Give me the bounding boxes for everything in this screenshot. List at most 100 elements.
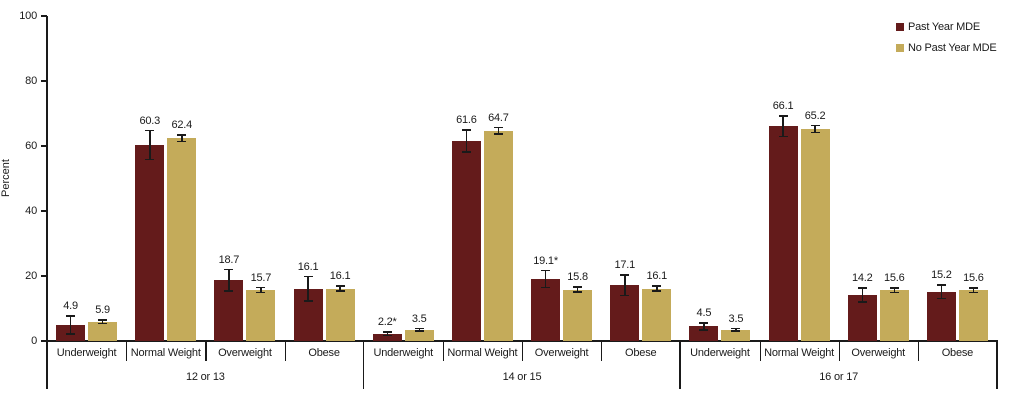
- bar-value-label: 61.6: [456, 114, 477, 127]
- error-bar-cap-top: [256, 286, 266, 289]
- bar: [88, 321, 118, 341]
- error-bar-cap-top: [177, 134, 187, 136]
- bar-value-label: 14.2: [851, 272, 873, 285]
- error-bar: [497, 126, 500, 135]
- category-tick: [522, 341, 524, 361]
- error-bar: [307, 275, 309, 302]
- error-bar: [149, 129, 151, 161]
- error-bar-cap-bottom: [778, 135, 788, 138]
- bar: [879, 290, 909, 341]
- category-label: Normal Weight: [130, 347, 201, 359]
- error-bar: [940, 284, 943, 300]
- bar-value-label: 60.3: [139, 114, 161, 127]
- category-tick: [917, 341, 920, 361]
- bar-value-label: 2.2*: [377, 316, 397, 329]
- bar-value-label: 15.7: [250, 271, 272, 284]
- bar: [325, 288, 355, 341]
- error-bar: [69, 315, 72, 335]
- category-label: Underweight: [690, 347, 750, 359]
- error-bar-cap-top: [620, 274, 630, 276]
- legend-label-past-year-mde: Past Year MDE: [908, 21, 980, 33]
- group-separator: [679, 341, 681, 389]
- bar-value-label: 4.9: [63, 300, 78, 313]
- y-tick-label: 40: [25, 205, 37, 217]
- y-tick: [41, 275, 47, 277]
- bar: [404, 329, 434, 341]
- error-bar: [861, 287, 863, 303]
- bar-value-label: 15.6: [883, 272, 905, 285]
- error-bar: [576, 286, 579, 293]
- category-tick: [442, 341, 445, 361]
- bar-value-label: 18.7: [218, 253, 240, 266]
- category-label: Normal Weight: [764, 347, 835, 359]
- bar-value-label: 15.2: [931, 269, 952, 282]
- bar: [768, 126, 798, 341]
- category-label: Overweight: [851, 347, 906, 359]
- bar: [531, 278, 561, 341]
- error-bar-cap-top: [731, 327, 741, 330]
- error-bar-cap-bottom: [335, 290, 345, 292]
- bar: [372, 333, 402, 341]
- category-label: Obese: [625, 347, 657, 359]
- error-bar-cap-top: [810, 124, 820, 127]
- category-label: Underweight: [56, 347, 117, 359]
- bar-value-label: 66.1: [772, 100, 794, 113]
- bar: [689, 326, 719, 341]
- group-separator: [362, 341, 365, 389]
- y-tick: [41, 80, 47, 82]
- y-tick-label: 20: [25, 270, 37, 282]
- y-tick-label: 0: [31, 335, 37, 347]
- error-bar: [735, 327, 737, 332]
- category-label: Normal Weight: [447, 347, 518, 359]
- legend: Past Year MDE No Past Year MDE: [896, 21, 997, 63]
- error-bar-cap-bottom: [810, 131, 820, 134]
- error-bar-cap-bottom: [541, 286, 551, 289]
- error-bar-cap-bottom: [889, 291, 899, 294]
- error-bar-cap-top: [461, 129, 471, 131]
- error-bar: [260, 286, 262, 294]
- error-bar: [544, 269, 547, 288]
- error-bar-cap-top: [382, 331, 392, 333]
- y-tick-label: 60: [25, 140, 37, 152]
- bar: [958, 290, 988, 341]
- error-bar-cap-top: [66, 315, 76, 317]
- y-tick-label: 100: [19, 10, 37, 22]
- error-bar: [782, 115, 784, 138]
- error-bar-cap-bottom: [461, 151, 471, 153]
- error-bar: [624, 274, 626, 297]
- error-bar-cap-top: [936, 284, 946, 286]
- bar: [800, 129, 830, 341]
- bar-value-label: 3.5: [411, 312, 427, 325]
- y-tick: [41, 145, 47, 147]
- category-label: Underweight: [373, 347, 434, 359]
- error-bar: [893, 287, 895, 294]
- legend-item-past-year-mde: Past Year MDE: [896, 21, 997, 33]
- error-bar-cap-top: [493, 126, 503, 128]
- category-label: Obese: [941, 347, 974, 359]
- error-bar-cap-top: [652, 285, 662, 287]
- error-bar-cap-bottom: [224, 290, 234, 292]
- bar-value-label: 62.4: [171, 119, 193, 132]
- error-bar-cap-top: [968, 287, 978, 289]
- error-bar: [656, 285, 658, 292]
- error-bar-cap-bottom: [414, 330, 424, 332]
- error-bar-cap-top: [857, 287, 867, 289]
- bar-value-label: 15.8: [567, 271, 588, 284]
- bar-value-label: 16.1: [646, 270, 668, 283]
- category-tick: [601, 341, 603, 361]
- error-bar: [228, 268, 230, 292]
- category-label: Obese: [308, 347, 340, 359]
- error-bar-cap-bottom: [699, 329, 709, 331]
- legend-swatch-past-year-mde-icon: [896, 23, 904, 31]
- error-bar-cap-bottom: [177, 140, 187, 143]
- error-bar: [181, 134, 183, 143]
- bar-value-label: 17.1: [614, 259, 636, 272]
- legend-swatch-no-past-year-mde-icon: [896, 44, 904, 52]
- error-bar-cap-top: [889, 287, 899, 289]
- error-bar-cap-bottom: [493, 133, 503, 135]
- error-bar-cap-bottom: [620, 294, 630, 297]
- error-bar-cap-bottom: [731, 330, 741, 332]
- error-bar-cap-top: [145, 129, 155, 132]
- y-tick-label: 80: [25, 75, 37, 87]
- y-axis-line: [46, 16, 48, 389]
